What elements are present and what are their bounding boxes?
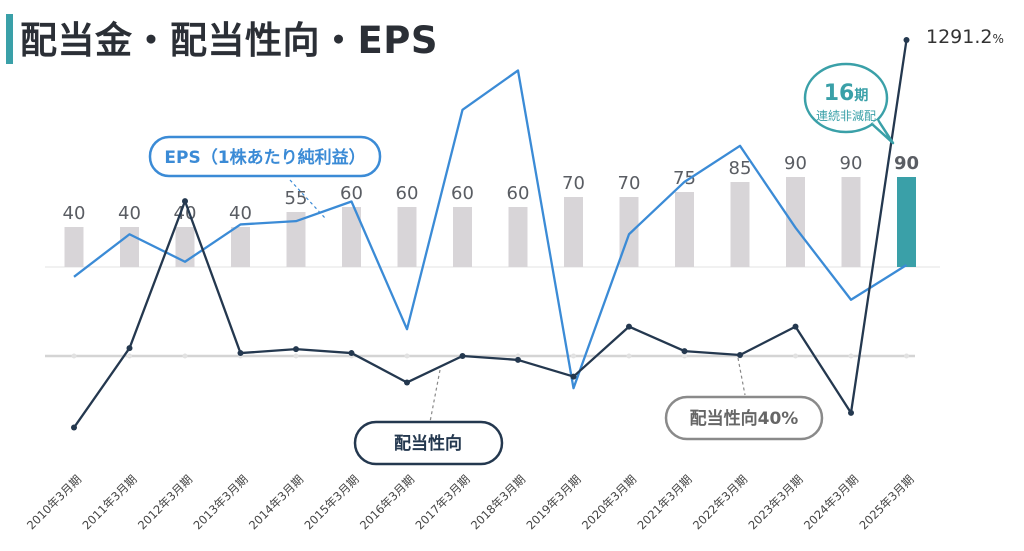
dividend-bar-label: 60	[396, 183, 419, 204]
dividend-bar-label: 90	[894, 153, 919, 174]
eps-callout-box	[148, 135, 382, 178]
series-lines	[71, 37, 910, 431]
dividend-bar	[397, 207, 417, 267]
payout40-dot	[127, 353, 132, 359]
payout-point	[404, 379, 410, 386]
dividend-bar-label: 60	[507, 183, 530, 204]
streak-badge-tail-mask	[872, 120, 880, 126]
dividend-bar-label: 55	[285, 188, 308, 209]
payout40-dot	[682, 353, 687, 359]
dividend-bar	[619, 197, 639, 267]
payout-point	[626, 323, 632, 330]
dividend-bar	[508, 207, 528, 267]
payout-point	[848, 409, 854, 416]
x-axis-label: 2024年3月期	[801, 472, 861, 532]
x-axis-label: 2011年3月期	[79, 472, 139, 532]
dividend-bar	[64, 227, 84, 267]
dividend-bar	[175, 227, 195, 267]
streak-count: 16期	[824, 81, 869, 106]
payout-callout-box	[353, 420, 504, 466]
dividend-bar	[841, 177, 861, 267]
payout-point	[903, 37, 910, 43]
x-axis-label: 2017年3月期	[412, 472, 472, 532]
payout40-dot	[626, 353, 632, 359]
payout-callout-label: 配当性向	[394, 433, 462, 454]
payout-line	[73, 39, 908, 429]
x-axis-label: 2018年3月期	[468, 472, 528, 532]
streak-badge	[803, 62, 889, 134]
payout-point	[737, 352, 743, 359]
x-axis-label: 2019年3月期	[523, 472, 583, 532]
payout40-dot	[904, 353, 909, 359]
dividend-bar-label: 40	[63, 203, 86, 224]
payout-point	[792, 323, 799, 330]
payout40-dot	[182, 353, 188, 359]
dividend-bar-label: 40	[118, 203, 141, 224]
x-axis-label: 2016年3月期	[357, 472, 417, 532]
x-axis-label: 2013年3月期	[190, 472, 250, 532]
payout40-dot	[848, 353, 854, 359]
x-axis-label: 2025年3月期	[856, 472, 916, 532]
dividend-bar-label: 90	[840, 153, 863, 174]
payout-point	[570, 373, 577, 380]
payout40-callout-box	[664, 395, 824, 441]
payout40-dot	[793, 353, 798, 359]
payout40-dot	[293, 353, 299, 359]
dividend-bar-label: 70	[562, 173, 585, 194]
x-axis-label: 2015年3月期	[301, 472, 361, 532]
x-axis-label: 2010年3月期	[24, 472, 84, 532]
streak-text: 連続非減配	[816, 108, 876, 123]
payout40-callout-label: 配当性向40%	[690, 408, 799, 429]
dividend-bar-label: 60	[340, 183, 363, 204]
payout-point	[237, 350, 244, 357]
eps-callout-label: EPS（1株あたり純利益）	[164, 147, 365, 168]
dividend-bar-label: 60	[451, 183, 474, 204]
payout-callout-pointer	[429, 369, 441, 423]
payout-point	[459, 353, 466, 359]
dividend-bar	[786, 177, 805, 267]
last-payout-value-label: 1291.2%	[926, 26, 1004, 48]
payout-point	[71, 424, 77, 431]
payout-point	[681, 348, 688, 355]
eps-callout-pointer	[289, 179, 326, 219]
x-axis-label: 2014年3月期	[246, 472, 306, 532]
payout-point	[126, 345, 133, 352]
dividend-bar	[675, 192, 694, 267]
payout40-dot	[404, 353, 410, 359]
x-axis-label: 2022年3月期	[690, 472, 750, 532]
x-axis-label: 2023年3月期	[745, 472, 805, 532]
x-axis-label: 2020年3月期	[579, 472, 639, 532]
dividend-bar-label: 90	[784, 153, 807, 174]
dividend-bar	[897, 177, 916, 267]
title-accent-bar	[6, 14, 13, 64]
dividend-bar	[120, 227, 139, 267]
x-axis-label: 2021年3月期	[634, 472, 694, 532]
payout-point	[293, 346, 299, 353]
eps-line	[73, 69, 908, 390]
payout-point	[348, 350, 355, 357]
payout-point	[515, 356, 521, 363]
payout40-dot	[71, 353, 77, 359]
dividend-bar-label: 85	[729, 158, 752, 179]
dividend-bar	[730, 182, 750, 267]
dividend-bar-label: 40	[229, 203, 252, 224]
x-axis-label: 2012年3月期	[135, 472, 195, 532]
page-title: 配当金・配当性向・EPS	[20, 19, 439, 62]
dividend-bar-label: 75	[673, 168, 696, 189]
dividend-bar	[342, 207, 361, 267]
dividend-bars	[64, 177, 916, 267]
payout40-dot	[571, 353, 576, 359]
dividend-bar	[453, 207, 472, 267]
x-axis-labels: 2010年3月期2011年3月期2012年3月期2013年3月期2014年3月期…	[24, 472, 917, 532]
dividend-bar	[286, 212, 306, 267]
dividend-bar	[564, 197, 583, 267]
dividend-bar	[231, 227, 250, 267]
payout40-callout-pointer	[737, 357, 746, 396]
dividend-bar-label: 70	[618, 173, 641, 194]
payout-point	[182, 198, 188, 205]
